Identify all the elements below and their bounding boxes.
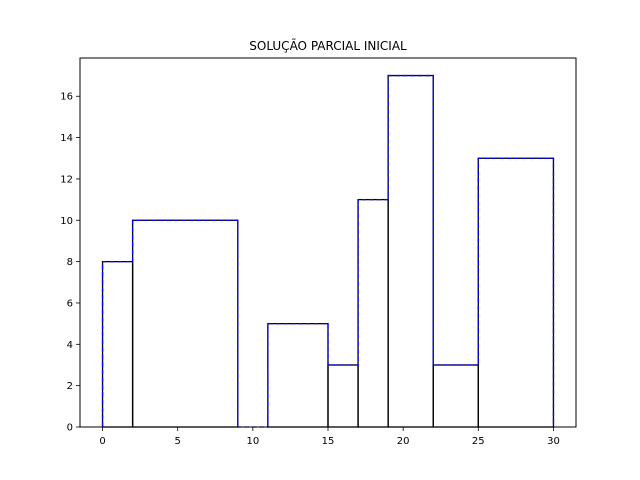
y-tick-label: 14	[60, 133, 73, 144]
x-tick-label: 5	[175, 436, 181, 447]
y-tick-label: 4	[67, 340, 73, 351]
x-tick-label: 20	[397, 436, 410, 447]
y-tick-label: 16	[60, 92, 73, 103]
y-tick-label: 0	[67, 423, 73, 434]
bar-5	[357, 198, 389, 428]
bar-8	[477, 157, 555, 428]
bar-0	[101, 260, 134, 428]
y-tick-label: 2	[67, 381, 73, 392]
x-tick-label: 0	[99, 436, 105, 447]
y-axis: 0 2 4 6 8 10 12 14 16	[60, 92, 80, 434]
x-axis: 0 5 10 15 20 25 30	[99, 427, 560, 447]
x-tick-label: 25	[472, 436, 485, 447]
bar-1	[131, 219, 239, 428]
y-tick-label: 8	[67, 257, 73, 268]
bars-group	[101, 74, 555, 428]
outline-series	[101, 74, 555, 428]
bar-3	[267, 322, 329, 428]
y-tick-label: 12	[60, 174, 73, 185]
outline-group	[101, 74, 555, 428]
x-tick-label: 15	[322, 436, 335, 447]
bar-7	[432, 364, 479, 428]
chart-title: SOLUÇÃO PARCIAL INICIAL	[249, 38, 407, 53]
bar-4	[327, 364, 359, 428]
bar-6	[387, 74, 434, 428]
y-tick-label: 6	[67, 298, 73, 309]
x-tick-label: 30	[547, 436, 560, 447]
x-tick-label: 10	[246, 436, 259, 447]
y-tick-label: 10	[60, 216, 73, 227]
